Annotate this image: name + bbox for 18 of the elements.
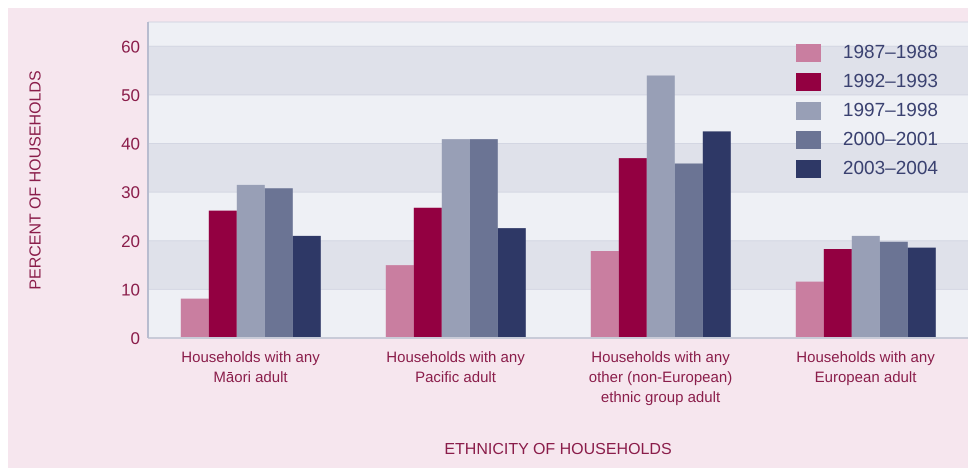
x-tick-label: Households with any European adult — [796, 349, 936, 386]
legend-label: 2000–2001 — [842, 128, 938, 150]
y-tick-label: 10 — [121, 280, 140, 300]
y-tick-label: 60 — [121, 37, 140, 56]
x-tick-label: Households with any Māori adult — [181, 349, 320, 386]
x-tick-label: Households with any Pacific adult — [386, 349, 526, 386]
y-axis-title: PERCENT OF HOUSEHOLDS — [28, 70, 45, 290]
y-tick-label: 20 — [121, 232, 140, 251]
x-axis-title: ETHNICITY OF HOUSEHOLDS — [444, 441, 672, 458]
x-tick-label: Households with any other (non-European) ethnic group adult — [588, 349, 732, 406]
y-tick-label: 50 — [121, 86, 140, 105]
legend-label: 2003–2004 — [842, 158, 938, 180]
y-tick-label: 40 — [121, 134, 140, 154]
legend-label: 1997–1998 — [842, 100, 938, 122]
legend-label: 1992–1993 — [842, 70, 938, 92]
y-tick-label: 0 — [130, 329, 140, 348]
legend-label: 1987–1988 — [842, 42, 938, 64]
y-tick-label: 30 — [121, 183, 140, 202]
